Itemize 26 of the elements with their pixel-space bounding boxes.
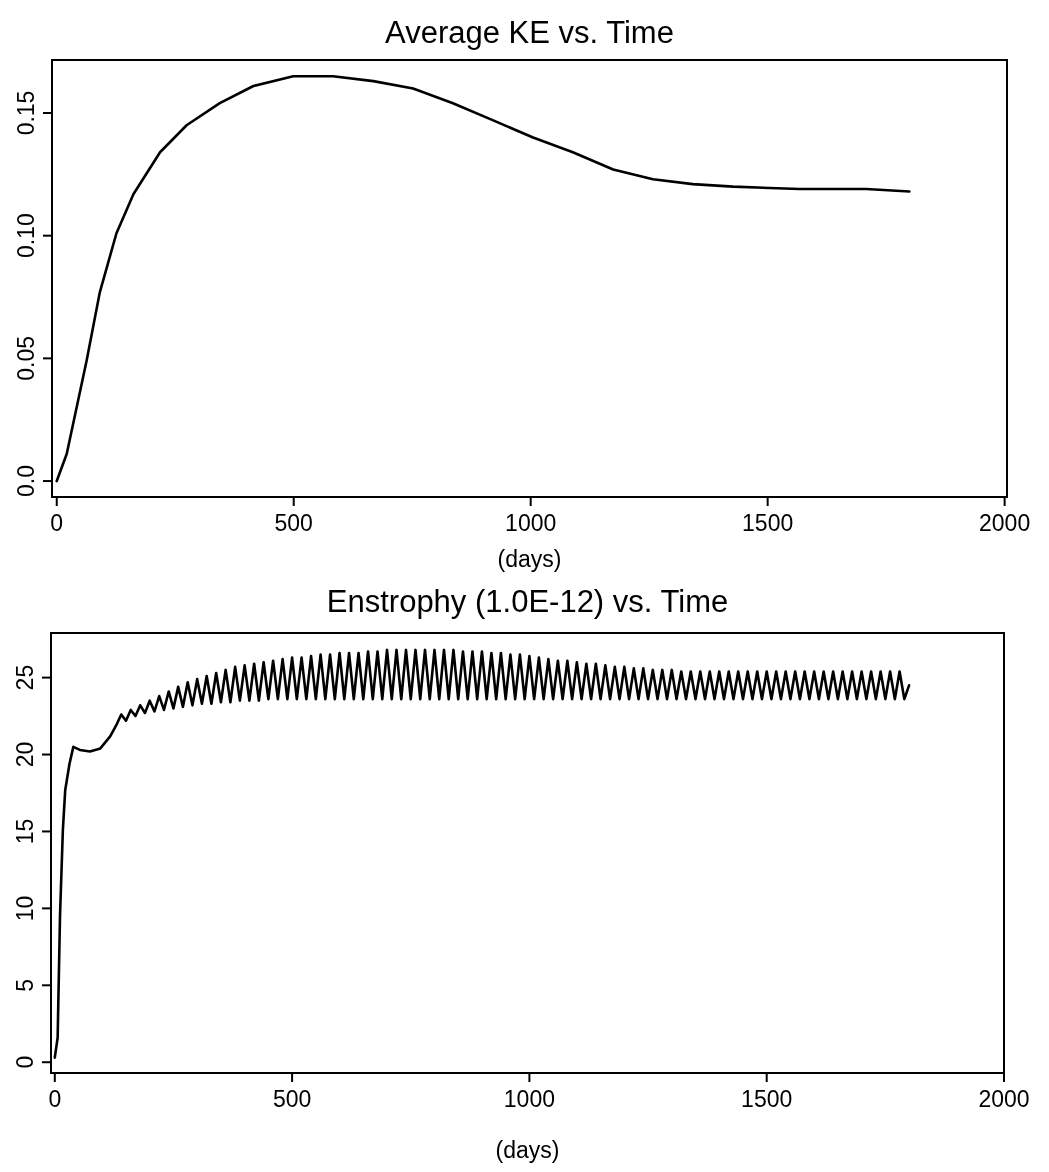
- line-series: [55, 74, 911, 483]
- y-tick-label: 20: [12, 741, 38, 768]
- y-tick-label: 0.15: [13, 90, 39, 136]
- x-tick-label: 0: [50, 510, 64, 536]
- y-tick-label: 0: [12, 1055, 38, 1069]
- x-tick-label: 500: [272, 1086, 312, 1112]
- x-axis-title: (days): [497, 546, 562, 572]
- x-tick-label: 1000: [505, 510, 557, 536]
- chart-title: Average KE vs. Time: [385, 15, 674, 50]
- x-tick-label: 1000: [503, 1086, 555, 1112]
- x-tick-label: 1500: [741, 1086, 793, 1112]
- line-series: [53, 648, 911, 1059]
- x-tick-label: 0: [48, 1086, 62, 1112]
- y-tick-label: 0.05: [13, 335, 39, 381]
- y-tick-label: 10: [12, 895, 38, 922]
- y-tick-label: 5: [12, 978, 38, 992]
- y-tick-label: 0.0: [13, 465, 39, 498]
- x-tick-label: 2000: [978, 1086, 1030, 1112]
- x-axis-title: (days): [495, 1137, 560, 1163]
- y-tick-label: 15: [12, 818, 38, 845]
- y-tick-label: 0.10: [13, 213, 39, 259]
- y-tick-label: 25: [12, 664, 38, 691]
- x-tick-label: 1500: [742, 510, 794, 536]
- x-tick-label: 2000: [979, 510, 1031, 536]
- chart-title: Enstrophy (1.0E-12) vs. Time: [326, 584, 729, 619]
- x-tick-label: 500: [274, 510, 313, 536]
